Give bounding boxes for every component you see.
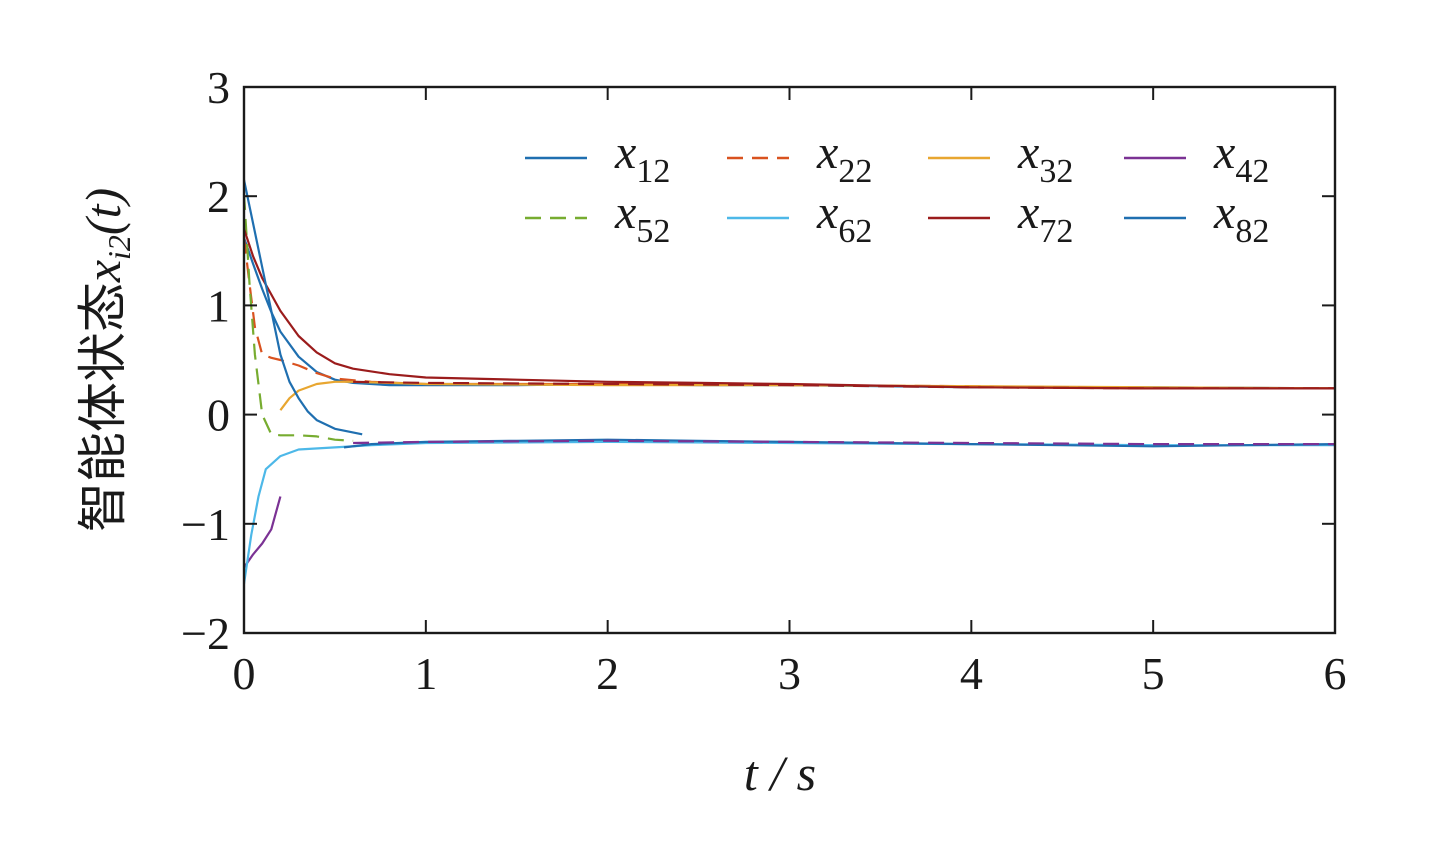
series-line-x72 xyxy=(242,228,1335,390)
x-axis-label: t / s xyxy=(744,745,816,801)
y-tick-label: 3 xyxy=(207,62,230,113)
legend-label: x52 xyxy=(614,186,670,250)
legend-item-x12: x12 xyxy=(525,126,670,190)
legend-label: x72 xyxy=(1017,186,1073,250)
y-tick-label: −1 xyxy=(181,499,230,550)
legend-label: x22 xyxy=(816,126,872,190)
x-tick-label: 4 xyxy=(960,648,983,699)
x-tick-label: 0 xyxy=(233,648,256,699)
legend-label: x42 xyxy=(1213,126,1269,190)
y-tick-label: −2 xyxy=(181,608,230,659)
legend-label: x82 xyxy=(1213,186,1269,250)
legend-item-x22: x22 xyxy=(727,126,872,190)
legend-item-x82: x82 xyxy=(1124,186,1269,250)
series-line-x82 xyxy=(242,179,363,436)
y-axis-label-subscript: i2 xyxy=(101,235,137,260)
series-line-x52 xyxy=(242,193,354,442)
x-tick-label: 6 xyxy=(1324,648,1347,699)
y-axis-label-symbol: x xyxy=(75,260,131,283)
y-tick-label: 1 xyxy=(207,280,230,331)
y-axis-label: 智能体状态xi2(t) xyxy=(75,188,137,532)
legend-item-x72: x72 xyxy=(928,186,1073,250)
series-line-x42 xyxy=(243,496,282,569)
series-line-x22 xyxy=(242,237,1335,390)
y-axis-label-text: 智能体状态 xyxy=(75,282,131,532)
legend-label: x32 xyxy=(1017,126,1073,190)
series-line-segment-9 xyxy=(353,439,1335,446)
series-line-x12 xyxy=(242,237,1336,390)
legend: x12 x22 x32 x42 x52 x62 x72 x82 xyxy=(525,126,1269,250)
legend-item-x62: x62 xyxy=(727,186,872,250)
x-tick-label: 2 xyxy=(596,648,619,699)
legend-item-x52: x52 xyxy=(525,186,670,250)
legend-item-x32: x32 xyxy=(928,126,1073,190)
axis-ticks: 0 1 2 3 4 5 6 −2 −1 0 1 2 3 xyxy=(181,62,1346,699)
series-line-segment-10 xyxy=(353,380,1335,390)
svg-text:智能体状态xi2(t): 智能体状态xi2(t) xyxy=(75,188,137,532)
legend-label: x12 xyxy=(614,126,670,190)
y-tick-label: 2 xyxy=(207,171,230,222)
legend-item-x42: x42 xyxy=(1124,126,1269,190)
y-tick-label: 0 xyxy=(207,390,230,441)
y-axis-label-suffix: (t) xyxy=(75,188,131,235)
plot-area-frame xyxy=(242,85,1337,635)
series-line-x62 xyxy=(242,440,1335,585)
x-tick-label: 5 xyxy=(1142,648,1165,699)
series-layer xyxy=(242,179,1336,585)
legend-label: x62 xyxy=(816,186,872,250)
x-tick-label: 1 xyxy=(414,648,437,699)
x-tick-label: 3 xyxy=(778,648,801,699)
